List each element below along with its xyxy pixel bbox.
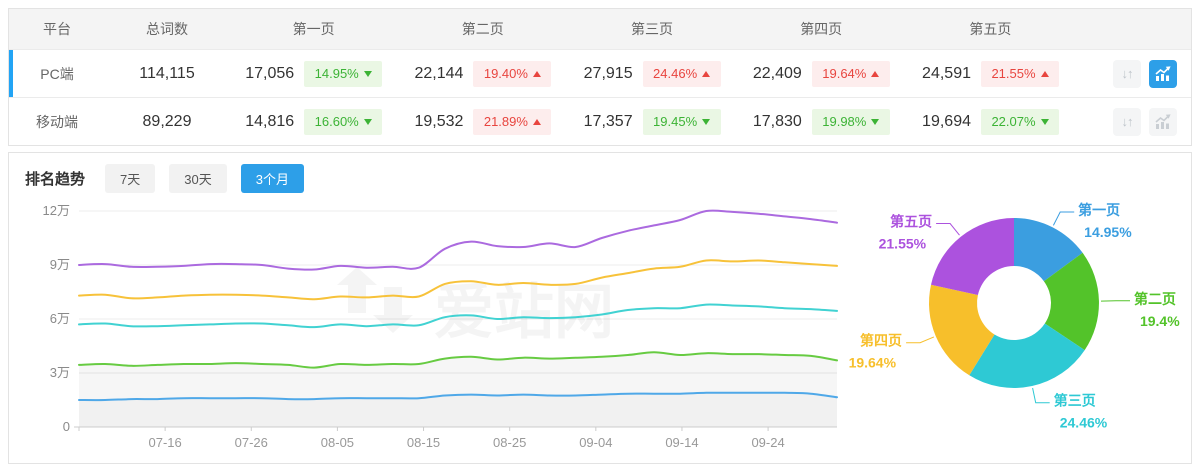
page2-count: 22,144 [414,64,464,82]
page3-pct-badge: 19.45% [642,108,721,135]
svg-text:第五页: 第五页 [890,213,932,229]
page4-count: 22,409 [752,64,802,82]
svg-text:08-05: 08-05 [321,435,354,450]
svg-text:08-25: 08-25 [493,435,526,450]
pc-page3-cell: 27,915 24.46% [567,60,736,87]
page4-count: 17,830 [752,112,802,130]
m-page4-cell: 17,830 19.98% [737,108,906,135]
header-page-5: 第五页 [969,21,1012,37]
svg-text:07-16: 07-16 [149,435,182,450]
trend-arrow-icon [363,70,372,77]
svg-text:6万: 6万 [50,311,70,326]
m-page2-cell: 19,532 21.89% [398,108,567,135]
table-header-row: 平台 总词数 第一页 第二页 第三页 第四页 第五页 [9,9,1191,49]
trend-arrow-icon [532,118,541,125]
svg-text:第四页: 第四页 [860,333,902,349]
svg-text:3万: 3万 [50,365,70,380]
trend-arrow-icon [1040,70,1049,77]
sort-icon[interactable]: ↓↑ [1112,59,1141,88]
page3-count: 17,357 [583,112,633,130]
page-share-donut-chart: 第一页 14.95% 第二页 19.4% 第三页 24.46% 第四页 19.64% 第五页 21… [849,202,1181,431]
sort-icon[interactable]: ↓↑ [1112,107,1141,136]
m-page5-cell: 19,694 22.07% [906,108,1075,135]
keyword-rank-table: 平台 总词数 第一页 第二页 第三页 第四页 第五页 PC端 114,115 1… [8,8,1192,146]
trend-arrow-icon [871,70,880,77]
page5-pct-badge: 22.07% [980,108,1059,135]
svg-text:07-26: 07-26 [235,435,268,450]
header-platform: 平台 [43,21,71,37]
page3-pct-badge: 24.46% [642,60,721,87]
rank-trend-panel: 排名趋势 7天 30天 3个月 爱站网 12万 9万 6万 3万 0 07-16 07-26 0… [8,152,1192,464]
trend-arrow-icon [532,70,541,77]
svg-text:09-14: 09-14 [665,435,698,450]
page1-pct-badge: 16.60% [304,108,383,135]
tab-30-days[interactable]: 30天 [169,163,227,193]
header-page-2: 第二页 [461,21,504,37]
trend-arrow-icon [871,118,880,125]
page1-pct-badge: 14.95% [304,60,383,87]
page5-count: 19,694 [922,112,971,130]
table-row-pc[interactable]: PC端 114,115 17,056 14.95% 22,144 19.40% … [9,49,1191,97]
trend-chart-icon[interactable] [1148,107,1177,136]
m-page1-cell: 14,816 16.60% [229,108,398,135]
header-total-words: 总词数 [146,21,188,37]
header-page-4: 第四页 [800,21,843,37]
svg-text:19.4%: 19.4% [1140,313,1180,329]
page3-count: 27,915 [583,64,633,82]
svg-text:19.64%: 19.64% [849,355,897,371]
svg-text:爱站网: 爱站网 [434,279,614,346]
svg-text:第三页: 第三页 [1054,393,1096,409]
pc-page2-cell: 22,144 19.40% [398,60,567,87]
tab-7-days[interactable]: 7天 [105,163,156,193]
total-words-value: 89,229 [142,112,192,130]
platform-label: 移动端 [36,113,78,130]
page2-pct-badge: 19.40% [473,60,552,87]
svg-text:09-24: 09-24 [751,435,784,450]
table-row-mobile[interactable]: 移动端 89,229 14,816 16.60% 19,532 21.89% 1… [9,97,1191,145]
rank-trend-title: 排名趋势 [25,170,86,188]
trend-chart-icon[interactable] [1148,59,1177,88]
header-page-3: 第三页 [630,21,673,37]
m-page3-cell: 17,357 19.45% [567,108,736,135]
rank-trend-line-chart: 爱站网 12万 9万 6万 3万 0 07-16 07-26 08-05 08-15 08-25 09… [43,203,838,450]
page1-count: 14,816 [245,112,295,130]
tab-3-months[interactable]: 3个月 [240,163,304,193]
page2-pct-badge: 21.89% [473,108,552,135]
svg-text:12万: 12万 [43,203,70,218]
trend-arrow-icon [363,118,372,125]
page5-pct-badge: 21.55% [980,60,1059,87]
page5-count: 24,591 [922,64,971,82]
svg-text:第一页: 第一页 [1078,202,1120,218]
svg-text:09-04: 09-04 [579,435,612,450]
pc-page5-cell: 24,591 21.55% [906,60,1075,87]
svg-text:第二页: 第二页 [1134,291,1176,307]
platform-label: PC端 [40,65,74,82]
total-words-value: 114,115 [139,64,195,82]
svg-text:08-15: 08-15 [407,435,440,450]
trend-arrow-icon [702,118,711,125]
page1-count: 17,056 [245,64,295,82]
header-page-1: 第一页 [292,21,335,37]
svg-text:14.95%: 14.95% [1084,224,1132,240]
svg-text:21.55%: 21.55% [879,235,927,251]
page4-pct-badge: 19.98% [811,108,890,135]
svg-text:0: 0 [63,419,70,434]
trend-arrow-icon [1040,118,1049,125]
pc-page4-cell: 22,409 19.64% [737,60,906,87]
pc-page1-cell: 17,056 14.95% [229,60,398,87]
page4-pct-badge: 19.64% [811,60,890,87]
svg-text:24.46%: 24.46% [1060,415,1108,431]
trend-arrow-icon [702,70,711,77]
svg-text:9万: 9万 [50,257,70,272]
page2-count: 19,532 [414,112,464,130]
